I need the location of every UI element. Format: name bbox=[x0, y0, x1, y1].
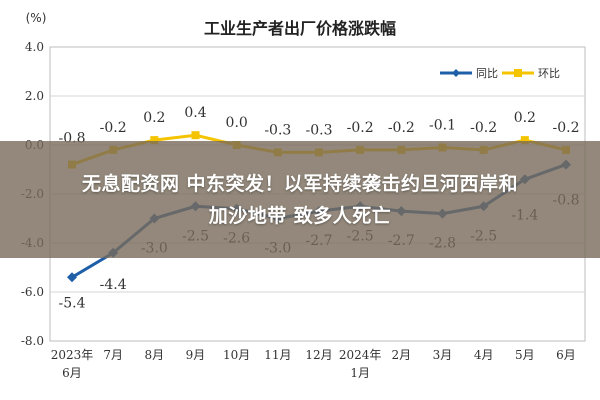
x-tick-label-line: 1月 bbox=[350, 366, 370, 380]
x-tick-label: 5月 bbox=[515, 348, 535, 362]
data-label-mom: 0.4 bbox=[184, 105, 206, 121]
data-point-mom bbox=[150, 136, 159, 145]
data-point-mom bbox=[191, 131, 200, 140]
legend-marker bbox=[452, 69, 460, 77]
legend-label: 环比 bbox=[538, 67, 560, 80]
x-tick-label: 6月 bbox=[556, 348, 576, 362]
x-tick-label: 12月 bbox=[305, 348, 332, 362]
x-tick-label: 4月 bbox=[474, 348, 494, 362]
x-tick-label-line: 8月 bbox=[145, 348, 165, 362]
x-tick-label-line: 12月 bbox=[305, 348, 332, 362]
data-label-mom: -0.3 bbox=[264, 122, 291, 138]
x-tick-label: 8月 bbox=[145, 348, 165, 362]
data-label-yoy: -5.4 bbox=[59, 295, 86, 311]
data-label-mom: -0.2 bbox=[553, 120, 580, 136]
data-label-mom: 0.2 bbox=[514, 110, 536, 126]
x-tick-label-line: 6月 bbox=[62, 366, 82, 380]
y-axis-unit: (%) bbox=[26, 11, 47, 25]
data-label-mom: -0.1 bbox=[429, 117, 456, 133]
data-label-mom: 0.0 bbox=[226, 115, 248, 131]
y-tick-label: 2.0 bbox=[25, 89, 44, 103]
y-tick-label: 4.0 bbox=[25, 40, 44, 54]
x-tick-label-line: 10月 bbox=[223, 348, 250, 362]
news-headline-overlay[interactable]: 无息配资网 中东突发！以军持续袭击约旦河西岸和 加沙地带 致多人死亡 bbox=[0, 141, 600, 258]
x-tick-label: 7月 bbox=[103, 348, 123, 362]
x-tick-label: 11月 bbox=[264, 348, 291, 362]
x-tick-label-line: 9月 bbox=[186, 348, 206, 362]
x-tick-label: 2023年 6月 bbox=[51, 348, 94, 380]
x-tick-label-line: 2月 bbox=[392, 348, 412, 362]
x-tick-label: 9月 bbox=[186, 348, 206, 362]
legend-label: 同比 bbox=[476, 67, 498, 80]
data-label-mom: -0.2 bbox=[347, 120, 374, 136]
x-tick-label: 2024年 1月 bbox=[339, 348, 382, 380]
data-point-yoy bbox=[67, 272, 77, 283]
y-tick-label: -6.0 bbox=[21, 285, 44, 299]
y-tick-label: -8.0 bbox=[21, 334, 44, 348]
headline-line-1: 无息配资网 中东突发！以军持续袭击约旦河西岸和 bbox=[81, 172, 519, 195]
headline-line-2: 加沙地带 致多人死亡 bbox=[208, 204, 392, 227]
data-label-mom: 0.2 bbox=[143, 110, 165, 126]
x-tick-label: 3月 bbox=[433, 348, 453, 362]
x-tick-label-line: 11月 bbox=[264, 348, 291, 362]
x-tick-label: 2月 bbox=[392, 348, 412, 362]
data-label-mom: -0.2 bbox=[388, 120, 415, 136]
data-label-mom: -0.2 bbox=[100, 120, 127, 136]
data-point-mom bbox=[520, 136, 529, 145]
x-tick-label: 10月 bbox=[223, 348, 250, 362]
data-label-yoy: -4.4 bbox=[100, 277, 127, 293]
legend: 同比 环比 bbox=[440, 67, 560, 80]
x-tick-label-line: 7月 bbox=[103, 348, 123, 362]
legend-marker bbox=[514, 69, 522, 77]
x-tick-label-line: 5月 bbox=[515, 348, 535, 362]
x-tick-label-line: 2023年 bbox=[51, 348, 94, 362]
data-label-mom: -0.2 bbox=[470, 120, 497, 136]
data-label-mom: -0.3 bbox=[306, 122, 333, 138]
x-tick-label-line: 6月 bbox=[556, 348, 576, 362]
x-tick-label-line: 2024年 bbox=[339, 348, 382, 362]
x-tick-label-line: 3月 bbox=[433, 348, 453, 362]
x-tick-label-line: 4月 bbox=[474, 348, 494, 362]
chart-title: 工业生产者出厂价格涨跌幅 bbox=[204, 19, 396, 38]
